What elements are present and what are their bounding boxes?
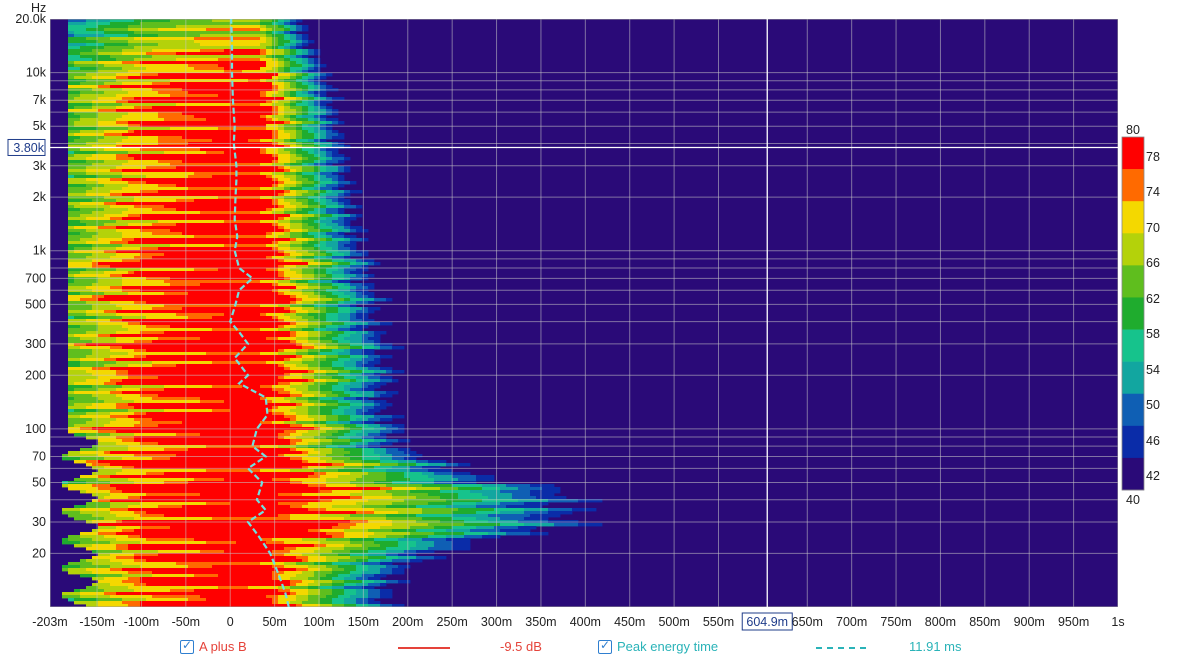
x-tick-label: 100m: [303, 615, 334, 629]
peak-energy-time-label: Peak energy time: [617, 639, 719, 654]
y-tick-label: 20: [32, 546, 46, 560]
peak-energy-time-line-swatch: [816, 647, 866, 649]
x-tick-label: 900m: [1014, 615, 1045, 629]
colorbar-label: 80: [1126, 123, 1140, 137]
colorbar-segment: [1122, 361, 1144, 395]
colorbar-label: 58: [1146, 327, 1160, 341]
x-tick-label: 50m: [262, 615, 286, 629]
x-tick-label: 1s: [1111, 615, 1124, 629]
x-tick-label: 350m: [525, 615, 556, 629]
colorbar-label: 62: [1146, 292, 1160, 306]
colorbar-label: 42: [1146, 469, 1160, 483]
colorbar-segment: [1122, 137, 1144, 170]
colorbar-frame: [1121, 136, 1145, 491]
y-tick-label: 2k: [33, 190, 47, 204]
colorbar-segment: [1122, 233, 1144, 266]
colorbar-label: 78: [1146, 150, 1160, 164]
a-plus-b-checkbox[interactable]: [180, 638, 194, 654]
y-tick-label: 70: [32, 449, 46, 463]
x-tick-label: 800m: [925, 615, 956, 629]
colorbar-label: 74: [1146, 185, 1160, 199]
colorbar-segment: [1122, 329, 1144, 362]
colorbar-segment: [1122, 201, 1144, 234]
y-tick-label: 30: [32, 515, 46, 529]
y-tick-label: 300: [25, 337, 46, 351]
colorbar-segment: [1122, 297, 1144, 330]
y-tick-label: 700: [25, 271, 46, 285]
a-plus-b-value: -9.5 dB: [500, 639, 542, 654]
a-plus-b-line-swatch: [398, 647, 450, 649]
y-tick-label: 200: [25, 368, 46, 382]
y-tick-label: 50: [32, 475, 46, 489]
x-tick-label: 950m: [1058, 615, 1089, 629]
x-tick-label: 550m: [703, 615, 734, 629]
cursor-x-badge: [741, 612, 793, 631]
peak-energy-time-trace: [228, 19, 290, 607]
x-tick-label: 850m: [969, 615, 1000, 629]
y-tick-label: 1k: [33, 244, 47, 258]
colorbar: 80 78 74 70 66 62 58 54 50 46 42 40: [1121, 123, 1160, 507]
x-tick-label: 500m: [658, 615, 689, 629]
y-tick-label: 100: [25, 422, 46, 436]
colorbar-segment: [1122, 425, 1144, 459]
colorbar-segment: [1122, 265, 1144, 298]
cursor-y-label: 3.80k: [13, 141, 44, 155]
colorbar-label: 46: [1146, 434, 1160, 448]
x-tick-label: 300m: [481, 615, 512, 629]
colorbar-label: 66: [1146, 256, 1160, 270]
colorbar-label: 70: [1146, 221, 1160, 235]
a-plus-b-label: A plus B: [199, 639, 247, 654]
peak-energy-time-value: 11.91 ms: [909, 639, 962, 654]
cursor-x-label: 604.9m: [746, 615, 788, 629]
x-tick-label: 0: [227, 615, 234, 629]
y-tick-label: 5k: [33, 119, 47, 133]
x-tick-label: -150m: [79, 615, 114, 629]
y-axis-unit-label: Hz: [31, 1, 46, 15]
colorbar-segment: [1122, 457, 1144, 491]
y-tick-label: 10k: [26, 66, 47, 80]
x-axis-ticks: -203m -150m -100m -50m 0 50m 100m 150m 200m 250m 3…: [32, 612, 1125, 631]
x-tick-label: -100m: [124, 615, 159, 629]
x-tick-label: -203m: [32, 615, 67, 629]
peak-energy-time-checkbox[interactable]: [598, 638, 612, 654]
x-tick-label: 400m: [570, 615, 601, 629]
y-tick-label: 20.0k: [15, 12, 46, 26]
cursor-y-badge: [7, 138, 46, 156]
x-tick-label: 150m: [348, 615, 379, 629]
legend-bar: A plus B -9.5 dB Peak energy time 11.91 …: [0, 638, 1185, 660]
colorbar-label: 50: [1146, 398, 1160, 412]
peak-energy-time-line: [228, 19, 290, 607]
x-tick-label: 200m: [392, 615, 423, 629]
x-tick-label: 250m: [437, 615, 468, 629]
x-tick-label: 450m: [614, 615, 645, 629]
crosshair-cursor[interactable]: [50, 19, 1118, 607]
y-tick-label: 500: [25, 297, 46, 311]
y-tick-label: 3k: [33, 159, 47, 173]
y-tick-label: 7k: [33, 93, 47, 107]
y-axis-ticks: 20 30 50 70 100 200 300 500 700 1k 2k 3k 5k 7k 10k 20.0…: [7, 12, 47, 560]
x-tick-label: 650m: [792, 615, 823, 629]
plot-grid: [50, 19, 1118, 607]
spectrogram-heatmap: [50, 19, 1118, 607]
x-tick-label: 700m: [836, 615, 867, 629]
colorbar-label: 40: [1126, 493, 1140, 507]
x-tick-label: -50m: [172, 615, 200, 629]
colorbar-segment: [1122, 169, 1144, 202]
colorbar-label: 54: [1146, 363, 1160, 377]
x-tick-label: 750m: [880, 615, 911, 629]
colorbar-segment: [1122, 393, 1144, 427]
